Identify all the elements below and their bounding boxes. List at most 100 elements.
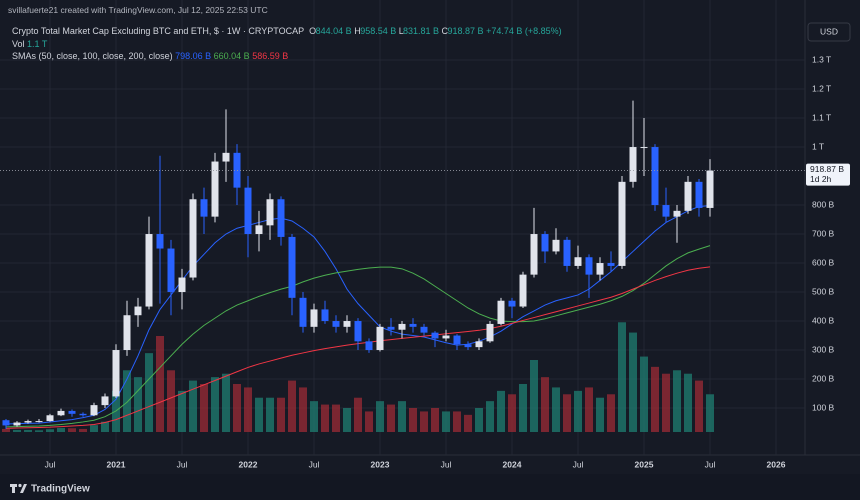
y-tick-label: 1.3 T	[812, 54, 831, 64]
volume-bar	[79, 428, 87, 432]
candle-body	[68, 410, 76, 414]
candle-body	[574, 257, 582, 266]
candle-body	[431, 332, 439, 339]
volume-bar	[431, 408, 439, 432]
volume-bar	[35, 430, 43, 432]
volume-bar	[13, 429, 21, 432]
volume-label: Vol	[12, 39, 25, 49]
volume-bar	[189, 380, 197, 432]
volume-bar	[585, 387, 593, 432]
candle-body	[662, 205, 670, 217]
candle-body	[2, 420, 10, 426]
volume-bar	[695, 380, 703, 432]
candle-body	[673, 210, 681, 217]
x-tick-label: Jul	[573, 459, 584, 469]
y-tick-label: 800 B	[812, 199, 835, 209]
volume-bar	[123, 370, 131, 432]
sma-value: 586.59 B	[252, 51, 289, 61]
ohlc-key: H	[354, 26, 361, 36]
footer	[0, 474, 860, 500]
candle-body	[607, 263, 615, 266]
volume-bar	[24, 429, 32, 432]
candle-body	[46, 415, 54, 422]
candle-body	[453, 335, 461, 345]
volume-bar	[145, 353, 153, 432]
candle-body	[255, 225, 263, 235]
candle-body	[288, 236, 296, 298]
sma-value: 798.06 B	[175, 51, 212, 61]
y-tick-label: 1 T	[812, 141, 824, 151]
legend-main: Crypto Total Market Cap Excluding BTC an…	[12, 26, 562, 36]
candle-body	[101, 396, 109, 406]
volume-bar	[288, 380, 296, 432]
candle-body	[442, 335, 450, 339]
candle-body	[156, 234, 164, 249]
candle-body	[398, 323, 406, 330]
volume-bar	[2, 428, 10, 432]
y-tick-label: 200 B	[812, 373, 835, 383]
volume-bar	[453, 411, 461, 432]
candle-body	[585, 257, 593, 275]
candle-body	[541, 234, 549, 252]
volume-bar	[387, 404, 395, 432]
x-tick-label: 2023	[371, 459, 390, 469]
volume-bar	[684, 373, 692, 432]
candle-body	[409, 323, 417, 327]
volume-bar	[673, 370, 681, 432]
legend-sma: SMAs (50, close, 100, close, 200, close)…	[12, 51, 288, 61]
candle-body	[618, 181, 626, 266]
volume-bar	[365, 411, 373, 432]
volume-bar	[321, 404, 329, 432]
candle-body	[706, 170, 714, 208]
volume-bar	[244, 387, 252, 432]
y-tick-label: 400 B	[812, 315, 835, 325]
volume-bar	[156, 336, 164, 432]
ohlc-value: 844.04 B	[315, 26, 352, 36]
ohlc-value: 918.87 B	[447, 26, 484, 36]
volume-bar	[607, 394, 615, 432]
x-tick-label: Jul	[441, 459, 452, 469]
x-tick-label: 2024	[503, 459, 522, 469]
volume-bar	[530, 360, 538, 432]
volume-bar	[68, 428, 76, 432]
volume-bar	[233, 384, 241, 432]
candle-body	[387, 326, 395, 330]
volume-bar	[651, 366, 659, 432]
candle-body	[365, 341, 373, 351]
x-tick-label: 2026	[767, 459, 786, 469]
candle-body	[90, 405, 98, 416]
volume-bar	[409, 408, 417, 432]
candle-body	[24, 421, 32, 423]
change: +74.74 B (+8.85%)	[486, 26, 562, 36]
candle-body	[354, 321, 362, 342]
last-price-label: 918.87 B	[810, 164, 844, 174]
volume-bar	[508, 394, 516, 432]
plot: 100 B 200 B 300 B 400 B 500 B 600 B 700 B 800 B…	[0, 0, 850, 469]
ohlc-value: 958.54 B	[360, 26, 397, 36]
volume-bar	[486, 401, 494, 432]
ohlc-value: 831.81 B	[402, 26, 439, 36]
candle-body	[475, 341, 483, 348]
candle-body	[486, 323, 494, 342]
volume-bar	[101, 421, 109, 432]
currency-box[interactable]	[807, 22, 851, 42]
candle-body	[684, 181, 692, 211]
candle-body	[420, 326, 428, 333]
candle-body	[321, 309, 329, 322]
candle-body	[519, 274, 527, 307]
volume-bar	[475, 408, 483, 432]
candle-body	[629, 147, 637, 182]
y-tick-label: 1.2 T	[812, 83, 831, 93]
volume-bar	[310, 401, 318, 432]
volume-bar	[640, 356, 648, 432]
volume-bar	[200, 384, 208, 432]
candle-body	[552, 239, 560, 252]
volume-bar	[464, 414, 472, 432]
candle-body	[222, 152, 230, 162]
attribution: svillafuerte21 created with TradingView.…	[8, 5, 268, 15]
x-tick-label: 2022	[239, 459, 258, 469]
currency[interactable]: USD	[820, 26, 838, 36]
candle-body	[178, 277, 186, 293]
